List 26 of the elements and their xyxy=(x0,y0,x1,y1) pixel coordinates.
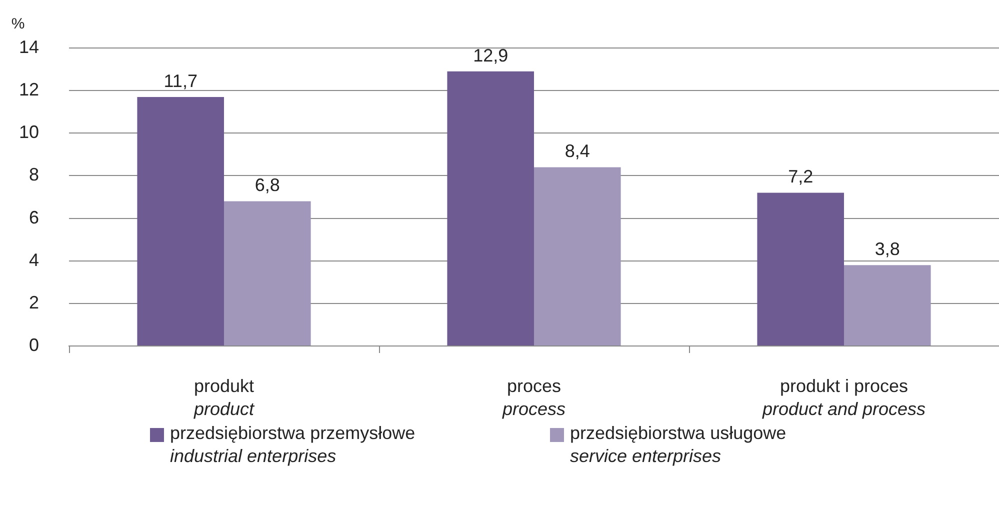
data-label: 11,7 xyxy=(164,70,198,91)
y-tick-label: 10 xyxy=(18,122,39,142)
bar xyxy=(534,167,621,346)
y-tick-label: 0 xyxy=(28,334,39,355)
x-tick-label: proces process xyxy=(501,376,566,419)
bar xyxy=(757,192,844,346)
legend-label: przedsiębiorstwa przemysłowe industrial enterprises xyxy=(170,422,416,466)
bar xyxy=(844,265,931,346)
y-tick-label: 14 xyxy=(18,36,39,57)
y-tick-label: 2 xyxy=(28,292,39,312)
bar xyxy=(224,201,311,346)
y-tick-label: 6 xyxy=(28,207,39,228)
bar xyxy=(137,96,224,346)
data-label: 6,8 xyxy=(254,175,280,196)
y-tick-label: 12 xyxy=(18,80,39,100)
x-tick-label: produkt i proces product and process xyxy=(761,376,926,419)
bar xyxy=(447,71,534,346)
legend-label: przedsiębiorstwa usługowe service enterprises xyxy=(570,422,786,466)
y-tick-label: 4 xyxy=(28,250,39,270)
data-label: 12,9 xyxy=(473,45,508,66)
x-tick-label: produkt product xyxy=(192,376,256,419)
data-label: 3,8 xyxy=(874,239,900,260)
y-tick-label: 8 xyxy=(28,164,39,185)
y-axis-title: % xyxy=(11,16,25,33)
data-label: 7,2 xyxy=(788,166,814,187)
data-label: 8,4 xyxy=(564,141,590,162)
